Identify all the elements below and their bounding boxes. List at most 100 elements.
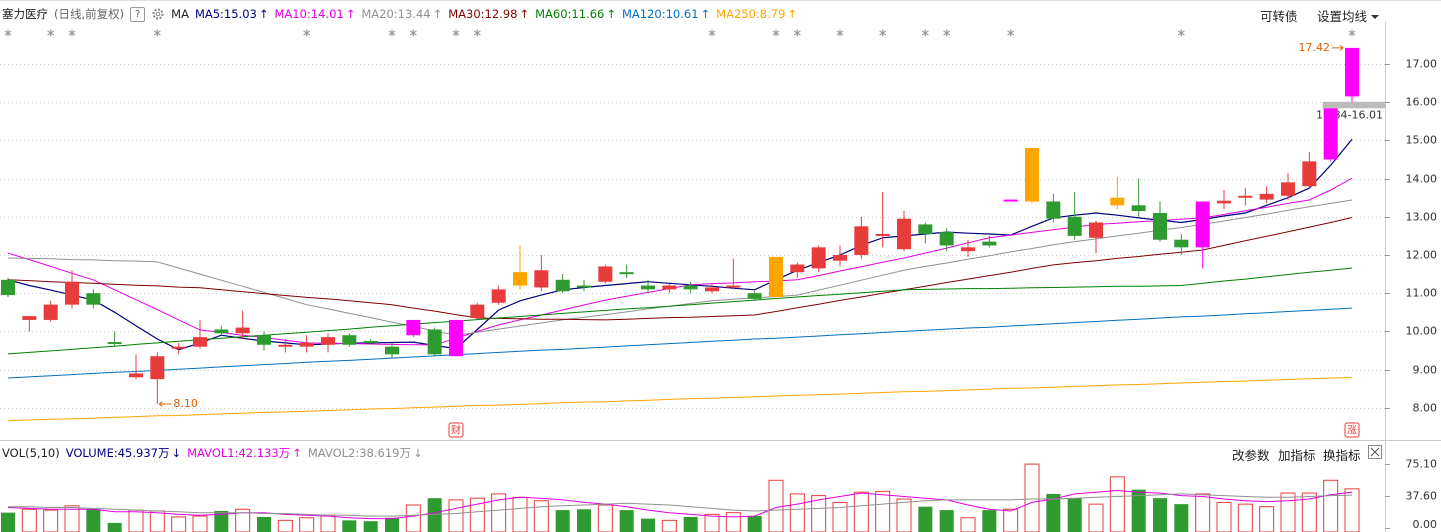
volume-bar bbox=[128, 509, 144, 532]
event-marker bbox=[47, 29, 54, 37]
y-tick-label: 12.00 bbox=[1406, 249, 1438, 262]
candle-body bbox=[342, 335, 357, 345]
volume-bar bbox=[597, 504, 613, 532]
event-marker bbox=[1177, 29, 1185, 37]
ma-line bbox=[7, 267, 1353, 355]
volume-bar bbox=[982, 510, 997, 532]
volume-bar bbox=[171, 516, 187, 532]
candle-body bbox=[1025, 147, 1039, 202]
volume-bar bbox=[86, 509, 101, 532]
event-marker bbox=[708, 29, 716, 37]
volume-bar bbox=[427, 498, 442, 532]
volume-bar bbox=[577, 509, 591, 532]
volume-bar bbox=[1109, 476, 1125, 532]
volume-bar bbox=[789, 493, 805, 532]
ma-legend: MA10:14.01 bbox=[274, 7, 344, 21]
volume-bar bbox=[1003, 508, 1019, 532]
candle-body bbox=[1131, 205, 1146, 212]
candle-body bbox=[875, 233, 890, 236]
candle-body bbox=[363, 340, 378, 343]
event-marker bbox=[1348, 29, 1356, 37]
volume-bar bbox=[1237, 503, 1253, 532]
volume-bar bbox=[1024, 463, 1040, 532]
ma-legend: MA30:12.98 bbox=[448, 7, 518, 21]
volume-bar bbox=[853, 491, 869, 532]
help[interactable]: ? bbox=[130, 6, 146, 22]
badge-box bbox=[448, 422, 464, 438]
y-tick-label: 16.00 bbox=[1406, 96, 1438, 109]
add-indicator-button[interactable]: 加指标 bbox=[1278, 448, 1316, 463]
mavol-arrow: ↓ bbox=[412, 446, 423, 460]
ma-arrow: ↑ bbox=[787, 7, 798, 21]
volume-bar bbox=[1344, 488, 1360, 532]
candle-body bbox=[150, 356, 165, 380]
stock-name: 塞力医疗 bbox=[2, 7, 48, 21]
convertible-button[interactable]: 可转债 bbox=[1260, 9, 1298, 24]
ma-legend: MA20:13.44 bbox=[361, 7, 431, 21]
ma-arrow: ↑ bbox=[606, 7, 616, 21]
ma-arrow: ↑ bbox=[519, 7, 530, 21]
ma-line bbox=[7, 177, 1353, 346]
candle-body bbox=[833, 254, 847, 261]
ma-arrow: ↑ bbox=[345, 7, 356, 21]
mavol-line bbox=[8, 493, 1353, 517]
ma-settings-button[interactable]: 设置均线 bbox=[1317, 6, 1380, 25]
volume-bar bbox=[939, 510, 954, 532]
volume-bar bbox=[149, 510, 165, 532]
candle-body bbox=[214, 329, 229, 334]
mavol-arrow: ↑ bbox=[292, 446, 302, 460]
y-tick-label: 10.00 bbox=[1406, 325, 1438, 338]
volume-bar bbox=[619, 510, 634, 532]
candle-body bbox=[1259, 193, 1274, 200]
caret bbox=[1371, 15, 1380, 19]
ma-arrow: ↑ bbox=[432, 7, 443, 21]
candle-body bbox=[1302, 161, 1317, 187]
edit-params-button[interactable]: 改参数 bbox=[1232, 448, 1270, 463]
candle-body bbox=[171, 346, 186, 349]
ma-arrow: ↑ bbox=[258, 7, 269, 21]
candle-body bbox=[982, 241, 997, 246]
y-tick-label: 0.00 bbox=[1413, 518, 1438, 531]
ma-settings-label: 设置均线 bbox=[1317, 9, 1368, 24]
volume-bar bbox=[320, 514, 336, 532]
annotation: 17.42 bbox=[1299, 41, 1331, 54]
event-marker bbox=[474, 29, 481, 37]
event-marker bbox=[922, 29, 929, 37]
event-markers bbox=[4, 29, 1356, 37]
candle-body bbox=[1110, 197, 1125, 206]
candle-body bbox=[811, 247, 826, 269]
candle-body bbox=[1153, 212, 1167, 240]
mavol-legend: MAVOL1:42.133万 bbox=[187, 446, 291, 460]
volume-bar bbox=[363, 521, 378, 532]
volume-bar bbox=[704, 513, 720, 532]
candle-body bbox=[107, 342, 122, 345]
volume-bar bbox=[533, 500, 549, 532]
candle-body bbox=[790, 264, 805, 273]
volume-bar bbox=[257, 516, 271, 532]
event-marker bbox=[879, 29, 886, 37]
event-marker bbox=[154, 29, 161, 37]
candle-body bbox=[705, 287, 719, 292]
dropdown-icon bbox=[1371, 15, 1380, 19]
volume-bar bbox=[214, 510, 229, 532]
volume-bar bbox=[21, 508, 37, 532]
candle-body bbox=[1345, 47, 1359, 97]
candle-body bbox=[555, 279, 570, 292]
volume-bar bbox=[641, 518, 655, 532]
switch-indicator-button[interactable]: 换指标 bbox=[1323, 448, 1361, 463]
candle-body bbox=[769, 256, 783, 298]
candle-body bbox=[1003, 199, 1018, 202]
candle-body bbox=[22, 316, 37, 320]
candle-body bbox=[598, 266, 613, 282]
mavol-legend: MAVOL2:38.619万 bbox=[307, 446, 411, 460]
close-button[interactable] bbox=[1368, 445, 1382, 459]
candle-body bbox=[534, 270, 549, 288]
candle-body bbox=[726, 285, 741, 288]
settings-icon[interactable] bbox=[151, 7, 165, 21]
volume-bar bbox=[1280, 492, 1296, 532]
event-marker bbox=[943, 29, 950, 37]
volume-bar bbox=[405, 504, 421, 532]
candle-body bbox=[513, 272, 527, 286]
